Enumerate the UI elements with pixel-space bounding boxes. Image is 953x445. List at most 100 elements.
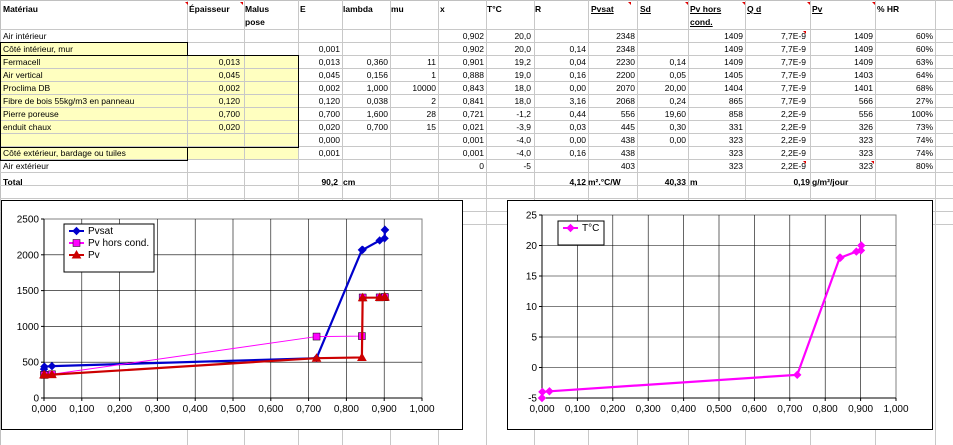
cell-r[interactable]: 0,04 — [569, 57, 586, 67]
cell-pvhors[interactable]: 865 — [728, 96, 743, 106]
cell-sd[interactable]: 20,00 — [664, 83, 686, 93]
cell-e[interactable]: 0,045 — [318, 70, 340, 80]
cell-x[interactable]: 0,901 — [462, 57, 484, 67]
comment-marker[interactable] — [240, 2, 243, 5]
cell-qd[interactable]: 2,2E-9 — [780, 161, 806, 171]
cell-pvsat[interactable]: 2230 — [616, 57, 635, 67]
cell-name[interactable]: Proclima DB — [3, 83, 51, 93]
header-pv-hors-2[interactable]: cond. — [690, 17, 713, 27]
cell-x[interactable]: 0 — [479, 161, 484, 171]
cell-lambda[interactable]: 1,000 — [366, 83, 388, 93]
total-e[interactable]: 90,2 — [321, 177, 338, 187]
cell-r[interactable]: 0,44 — [569, 109, 586, 119]
cell-hr[interactable]: 27% — [915, 96, 933, 106]
cell-pvsat[interactable]: 2348 — [616, 44, 635, 54]
cell-name[interactable]: Pierre poreuse — [3, 109, 59, 119]
cell-t[interactable]: -4,0 — [516, 135, 531, 145]
cell-sd[interactable]: 0,24 — [669, 96, 686, 106]
cell-hr[interactable]: 74% — [915, 135, 933, 145]
cell-qd[interactable]: 2,2E-9 — [780, 122, 806, 132]
cell-hr[interactable]: 100% — [911, 109, 933, 119]
cell-pv[interactable]: 323 — [858, 161, 873, 171]
cell-x[interactable]: 0,888 — [462, 70, 484, 80]
cell-e[interactable]: 0,001 — [318, 148, 340, 158]
cell-mu[interactable] — [391, 134, 436, 146]
chart-pressure[interactable]: 0,000 0,100 0,200 0,300 0,400 0,500 0,600 0,700… — [1, 200, 463, 430]
cell-e[interactable]: 0,120 — [318, 96, 340, 106]
cell-epaisseur[interactable]: 0,700 — [218, 109, 240, 119]
cell-pv[interactable]: 323 — [858, 148, 873, 158]
cell-pvhors[interactable]: 331 — [728, 122, 743, 132]
cell-r[interactable]: 3,16 — [569, 96, 586, 106]
cell-name[interactable]: enduit chaux — [3, 122, 52, 132]
cell-e[interactable]: 0,700 — [318, 109, 340, 119]
header-epaisseur[interactable]: Épaisseur — [189, 4, 230, 14]
cell-name[interactable]: Air extérieur — [3, 161, 49, 171]
cell-t[interactable]: -5 — [523, 161, 531, 171]
header-x[interactable]: x — [440, 4, 445, 14]
comment-marker[interactable] — [185, 2, 188, 5]
cell-pv[interactable]: 1409 — [854, 44, 873, 54]
cell-epaisseur[interactable]: 0,002 — [218, 83, 240, 93]
cell-name[interactable]: Côté extérieur, bardage ou tuiles — [3, 148, 126, 158]
header-qd[interactable]: Q d — [747, 4, 762, 14]
comment-marker[interactable] — [807, 2, 810, 5]
cell-hr[interactable]: 60% — [915, 31, 933, 41]
cell-pvhors[interactable]: 323 — [728, 135, 743, 145]
cell-hr[interactable]: 63% — [915, 57, 933, 67]
cell-pvhors[interactable]: 1409 — [724, 57, 743, 67]
cell-sd[interactable] — [638, 147, 686, 159]
cell-x[interactable]: 0,902 — [462, 31, 484, 41]
cell-name[interactable]: Air vertical — [3, 70, 43, 80]
total-qd-unit[interactable]: g/m²/jour — [812, 177, 849, 187]
comment-marker[interactable] — [685, 2, 688, 5]
cell-t[interactable]: 18,0 — [514, 96, 531, 106]
cell-hr[interactable]: 64% — [915, 70, 933, 80]
chart-temperature[interactable]: 0,000 0,100 0,200 0,300 0,400 0,500 0,600 0,700… — [507, 200, 933, 430]
cell-pvsat[interactable]: 556 — [620, 109, 635, 119]
cell-t[interactable]: 20,0 — [514, 31, 531, 41]
cell-qd[interactable]: 7,7E-9 — [780, 57, 806, 67]
cell-t[interactable]: -1,2 — [516, 109, 531, 119]
cell-x[interactable]: 0,721 — [462, 109, 484, 119]
comment-marker[interactable] — [871, 161, 874, 164]
cell-lambda[interactable]: 0,360 — [366, 57, 388, 67]
cell-pv[interactable]: 1401 — [854, 83, 873, 93]
total-e-unit[interactable]: cm — [343, 177, 356, 187]
cell-sd[interactable]: 0,30 — [669, 122, 686, 132]
cell-name[interactable]: Fibre de bois 55kg/m3 en panneau — [3, 96, 135, 106]
cell-qd[interactable]: 2,2E-9 — [780, 148, 806, 158]
cell-e[interactable]: 0,000 — [318, 135, 340, 145]
cell-mu[interactable]: 28 — [426, 109, 436, 119]
cell-hr[interactable]: 60% — [915, 44, 933, 54]
cell-hr[interactable]: 73% — [915, 122, 933, 132]
cell-epaisseur[interactable]: 0,013 — [218, 57, 240, 67]
cell-pv[interactable]: 323 — [858, 135, 873, 145]
header-pvsat[interactable]: Pvsat — [591, 4, 614, 14]
cell-e[interactable] — [300, 30, 340, 42]
cell-x[interactable]: 0,001 — [462, 148, 484, 158]
comment-marker[interactable] — [803, 161, 806, 164]
cell-epaisseur[interactable]: 0,045 — [218, 70, 240, 80]
cell-epaisseur[interactable] — [190, 30, 240, 42]
cell-pvsat[interactable]: 2070 — [616, 83, 635, 93]
cell-e[interactable]: 0,013 — [318, 57, 340, 67]
cell-pvhors[interactable]: 323 — [728, 148, 743, 158]
cell-epaisseur[interactable] — [190, 147, 240, 159]
cell-mu[interactable]: 10000 — [412, 83, 436, 93]
cell-name[interactable]: Côté intérieur, mur — [3, 44, 73, 54]
cell-e[interactable]: 0,002 — [318, 83, 340, 93]
header-malus-2[interactable]: pose — [245, 17, 265, 27]
cell-pvsat[interactable]: 403 — [620, 161, 635, 171]
header-pv-hors-1[interactable]: Pv hors — [690, 4, 722, 14]
cell-x[interactable]: 0,021 — [462, 122, 484, 132]
total-sd[interactable]: 40,33 — [664, 177, 686, 187]
cell-mu[interactable]: 15 — [426, 122, 436, 132]
cell-epaisseur[interactable] — [190, 160, 240, 172]
cell-x[interactable]: 0,841 — [462, 96, 484, 106]
cell-sd[interactable]: 19,60 — [664, 109, 686, 119]
cell-qd[interactable]: 2,2E-9 — [780, 135, 806, 145]
cell-qd[interactable]: 7,7E-9 — [780, 31, 806, 41]
cell-sd[interactable] — [638, 160, 686, 172]
cell-mu[interactable] — [391, 30, 436, 42]
